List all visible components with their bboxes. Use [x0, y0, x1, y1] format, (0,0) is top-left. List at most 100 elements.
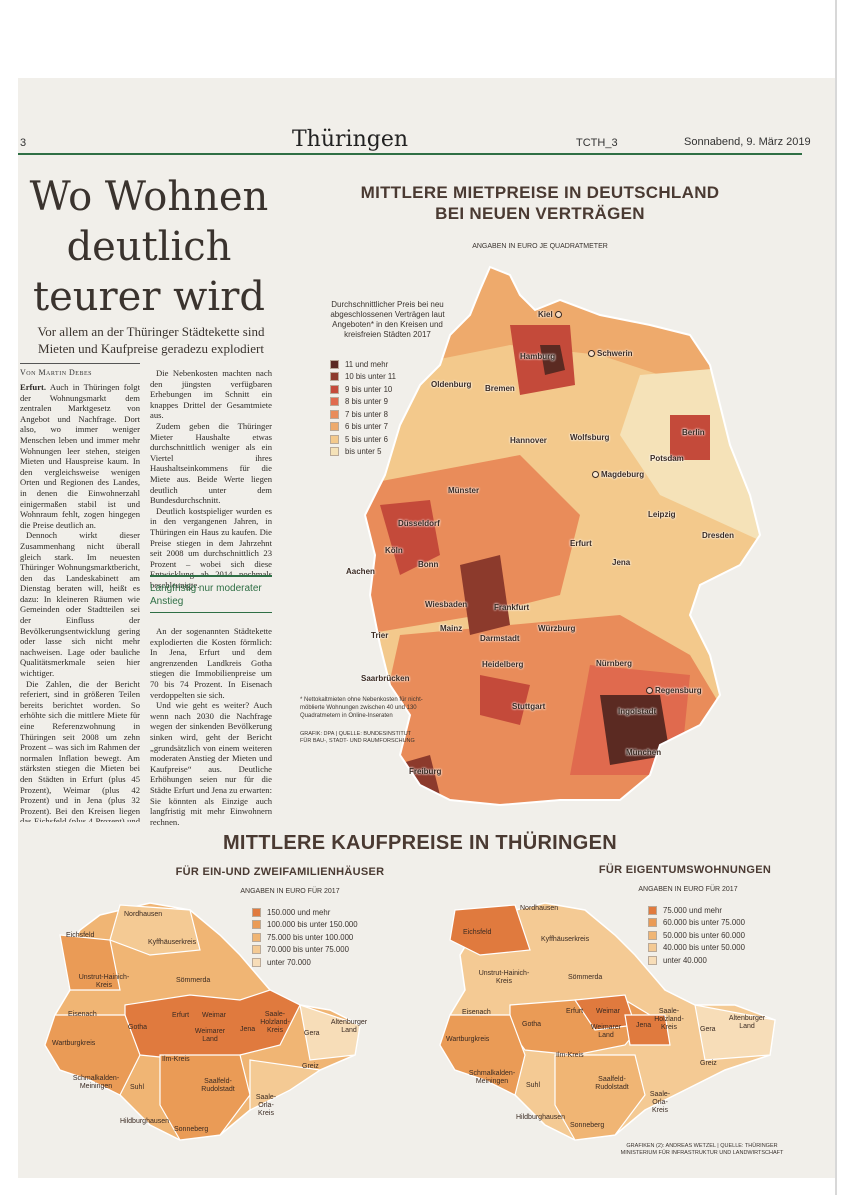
- paragraph: An der sogenannten Städtekette explodier…: [150, 626, 272, 700]
- region-label: Gotha: [522, 1021, 542, 1028]
- city-label: Köln: [385, 546, 403, 555]
- page-code: TCTH_3: [576, 137, 618, 149]
- legend-label: 8 bis unter 9: [345, 397, 388, 407]
- paragraph: Deutlich kostspieliger wurden es in den …: [150, 505, 272, 590]
- city-dot-icon: [554, 311, 562, 319]
- legend-item: 75.000 bis unter 100.000: [252, 931, 358, 944]
- title-line: BEI NEUEN VERTRÄGEN: [435, 204, 645, 223]
- legend-label: unter 40.000: [663, 955, 707, 965]
- region-label: Kyffhäuserkreis: [148, 939, 197, 946]
- region-label: Wartburgkreis: [52, 1040, 96, 1047]
- region-label: Erfurt: [172, 1012, 190, 1019]
- legend-swatch: [330, 422, 339, 432]
- legend-swatch: [252, 907, 261, 917]
- legend-label: 100.000 bis unter 150.000: [267, 920, 358, 930]
- region-label: Saale-Holzland-Kreis: [654, 1008, 684, 1031]
- houses-legend: 150.000 und mehr 100.000 bis unter 150.0…: [252, 906, 358, 969]
- region-label: Weimarer Land: [194, 1028, 226, 1043]
- legend-label: 5 bis unter 6: [345, 434, 388, 444]
- paragraph: Und wie geht es weiter? Auch wenn nach 2…: [150, 700, 272, 827]
- houses-map: [44, 902, 361, 1141]
- legend-item: unter 70.000: [252, 956, 358, 969]
- region-label: Kyffhäuserkreis: [541, 936, 590, 943]
- article-column-2: Die Nebenkosten machten nach den jüngste…: [150, 368, 272, 590]
- city-label: Dresden: [702, 531, 735, 540]
- legend-label: 50.000 bis unter 60.000: [663, 930, 745, 940]
- region-label: Saale-Holzland-Kreis: [260, 1011, 290, 1034]
- region-label: Greiz: [700, 1060, 717, 1067]
- germany-legend-title: Durchschnittlicher Preis bei neu abgesch…: [330, 300, 445, 339]
- city-label: Leipzig: [648, 510, 676, 519]
- city-label: Wiesbaden: [425, 600, 468, 609]
- city-label: Hamburg: [520, 352, 556, 361]
- city-label: Mainz: [440, 624, 463, 633]
- legend-label: 150.000 und mehr: [267, 907, 331, 917]
- city-dot-icon: [588, 350, 595, 358]
- legend-swatch: [330, 434, 339, 444]
- legend-swatch: [252, 945, 261, 955]
- city-label: München: [626, 748, 662, 757]
- region-label: Sömmerda: [568, 974, 603, 981]
- legend-swatch: [252, 957, 261, 967]
- legend-label: bis unter 5: [345, 447, 382, 457]
- city-label: Heidelberg: [482, 660, 524, 669]
- region-label: Wartburgkreis: [446, 1036, 490, 1043]
- legend-item: 6 bis unter 7: [330, 421, 396, 434]
- legend-swatch: [648, 955, 657, 965]
- legend-swatch: [330, 372, 339, 382]
- region-label: Hildburghausen: [120, 1118, 170, 1125]
- city-label: Potsdam: [650, 454, 684, 463]
- region-label: Eisenach: [68, 1011, 97, 1018]
- legend-item: 7 bis unter 8: [330, 408, 396, 421]
- legend-swatch: [330, 359, 339, 369]
- region-label: Unstrut-Hainich-Kreis: [478, 970, 530, 985]
- region-label: Jena: [240, 1026, 256, 1033]
- thuringia-title: MITTLERE KAUFPREISE IN THÜRINGEN: [222, 832, 618, 854]
- city-label: Berlin: [682, 428, 705, 437]
- legend-swatch: [330, 384, 339, 394]
- legend-item: bis unter 5: [330, 446, 396, 459]
- paragraph: Die Nebenkosten machten nach den jüngste…: [150, 368, 272, 421]
- region-label: Weimar: [202, 1012, 226, 1019]
- houses-map-subtitle: ANGABEN IN EURO FÜR 2017: [240, 888, 340, 895]
- legend-swatch: [648, 918, 657, 928]
- city-dot-icon: [592, 471, 599, 479]
- legend-label: 10 bis unter 11: [345, 372, 397, 382]
- city-label: Bremen: [485, 384, 515, 393]
- legend-label: 60.000 bis unter 75.000: [663, 918, 745, 928]
- flats-map-title: FÜR EIGENTUMSWOHNUNGEN: [598, 864, 772, 876]
- city-label: Oldenburg: [431, 380, 472, 389]
- germany-map-title: MITTLERE MIETPREISE IN DEUTSCHLAND BEI N…: [330, 182, 750, 224]
- region-label: Schmalkalden-Meiningen: [72, 1075, 120, 1090]
- legend-item: 70.000 bis unter 75.000: [252, 944, 358, 957]
- region-label: Ilm-Kreis: [162, 1056, 190, 1063]
- legend-swatch: [330, 409, 339, 419]
- legend-label: 75.000 bis unter 100.000: [267, 932, 354, 942]
- city-label: Stuttgart: [512, 702, 546, 711]
- page-edge: [835, 0, 837, 1195]
- city-label: Münster: [448, 486, 480, 495]
- germany-source: GRAFIK: DPA | QUELLE: BUNDESINSTITUT FÜR…: [300, 731, 415, 744]
- legend-item: 100.000 bis unter 150.000: [252, 919, 358, 932]
- region-label: Altenburger Land: [728, 1015, 766, 1030]
- city-label: Aachen: [346, 567, 375, 576]
- issue-date: Sonnabend, 9. März 2019: [684, 136, 811, 148]
- region-label: Nordhausen: [520, 905, 559, 912]
- headline-line: deutlich: [66, 224, 232, 270]
- region-label: Suhl: [526, 1082, 541, 1089]
- paragraph: Die Zahlen, die der Bericht referiert, s…: [20, 678, 140, 822]
- legend-label: 7 bis unter 8: [345, 409, 388, 419]
- city-label: Nürnberg: [596, 659, 632, 668]
- city-label: Saarbrücken: [361, 674, 410, 683]
- city-label: Wolfsburg: [570, 433, 610, 442]
- legend-label: 70.000 bis unter 75.000: [267, 945, 349, 955]
- region-label: Saalfeld-Rudolstadt: [201, 1078, 235, 1093]
- legend-item: 40.000 bis unter 50.000: [648, 942, 745, 955]
- city-label: Freiburg: [409, 767, 442, 776]
- subhead: Langfristig nur moderater Anstieg: [150, 583, 262, 607]
- legend-label: unter 70.000: [267, 957, 311, 967]
- legend-item: 9 bis unter 10: [330, 383, 396, 396]
- legend-swatch: [648, 930, 657, 940]
- region-label: Sonneberg: [174, 1126, 209, 1133]
- page-number: 3: [20, 137, 27, 149]
